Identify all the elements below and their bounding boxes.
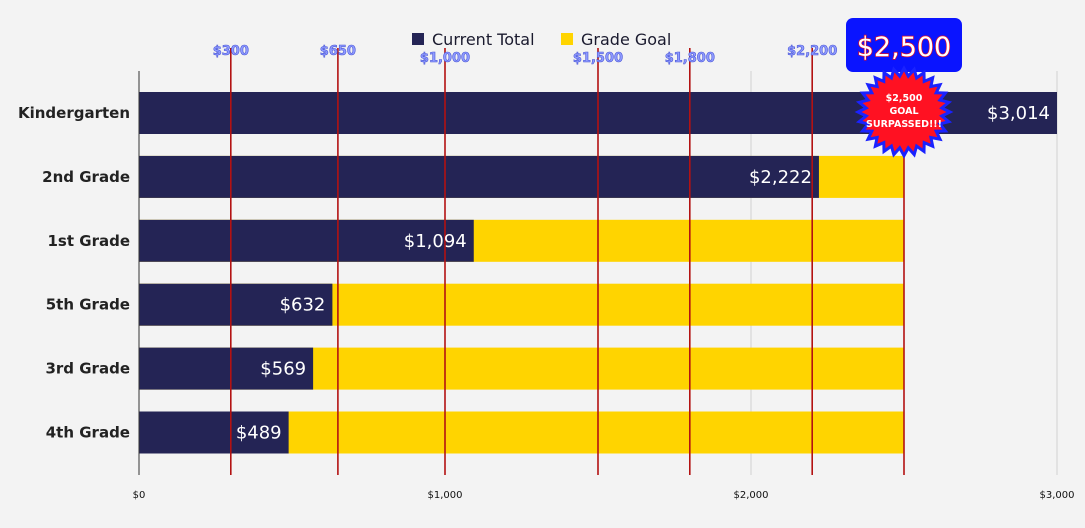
bar-value-label: $632	[280, 295, 326, 316]
bar-current-total	[139, 283, 333, 326]
bar-current-total	[139, 155, 819, 198]
category-label: Kindergarten	[18, 104, 130, 122]
legend-label-grade-goal: Grade Goal	[581, 30, 671, 49]
legend-swatch-current-total	[412, 33, 424, 45]
x-tick-label: $3,000	[1040, 490, 1075, 501]
goal-surpassed-starburst	[854, 65, 954, 159]
reference-line-label: $300	[213, 44, 249, 59]
reference-line-label: $1,800	[665, 51, 715, 66]
bar-current-total	[139, 347, 314, 390]
goal-badge	[846, 18, 962, 72]
category-label: 1st Grade	[48, 232, 131, 250]
reference-line-label: $1,000	[420, 51, 470, 66]
goal-badge-label: $2,500	[857, 32, 951, 63]
reference-line-label: $2,200	[787, 44, 837, 59]
bar-value-label: $3,014	[987, 103, 1050, 124]
bar-value-label: $2,222	[749, 167, 812, 188]
category-label: 3rd Grade	[45, 360, 130, 378]
bars	[139, 92, 1057, 454]
labels: $3,014 Kindergarten $2,222 2nd Grade $1,094 1…	[18, 44, 1050, 444]
starburst-text-line: GOAL	[889, 106, 918, 117]
bar-current-total	[139, 411, 289, 454]
legend: Current Total Grade Goal	[412, 30, 671, 49]
bar-value-label: $489	[236, 423, 282, 444]
category-label: 4th Grade	[46, 424, 130, 442]
x-tick-label: $0	[133, 490, 146, 501]
bar-current-total	[139, 219, 474, 262]
bar-value-label: $569	[260, 359, 306, 380]
category-label: 2nd Grade	[42, 168, 130, 186]
x-tick-label: $2,000	[734, 490, 769, 501]
goal-callout: $2,500 $2,500 GOAL SURPASSED!!!	[846, 18, 962, 159]
bar-value-label: $1,094	[404, 231, 467, 252]
legend-label-current-total: Current Total	[432, 30, 535, 49]
starburst-text-line: SURPASSED!!!	[866, 119, 942, 130]
x-tick-label: $1,000	[428, 490, 463, 501]
reference-line-label: $1,500	[573, 51, 623, 66]
axes: $0 $1,000 $2,000 $3,000	[133, 71, 1075, 501]
starburst-text-line: $2,500	[886, 93, 923, 104]
category-label: 5th Grade	[46, 296, 130, 314]
legend-swatch-grade-goal	[561, 33, 573, 45]
reference-line-label: $650	[320, 44, 356, 59]
